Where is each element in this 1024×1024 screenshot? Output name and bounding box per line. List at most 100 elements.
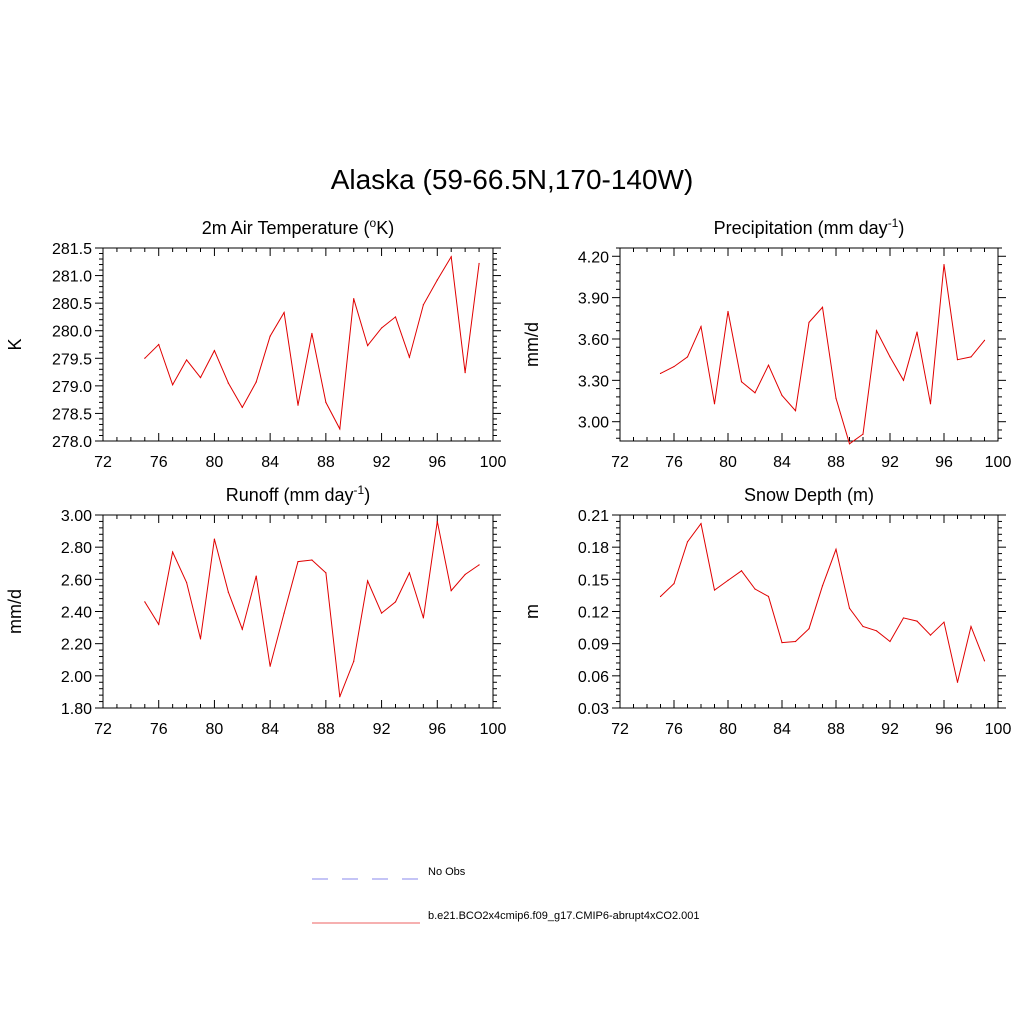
- panel-title-superscript: o: [370, 216, 377, 230]
- y-tick-label: 2.80: [61, 540, 92, 557]
- x-tick-label: 72: [94, 454, 112, 471]
- x-tick-label: 76: [150, 721, 168, 738]
- data-point: [199, 376, 202, 379]
- y-tick-label: 279.0: [52, 379, 92, 396]
- data-point: [353, 298, 355, 300]
- data-point: [185, 359, 188, 361]
- data-point: [199, 638, 202, 640]
- plot-frame: [619, 514, 999, 709]
- x-tick-label: 92: [373, 721, 391, 738]
- panel-title: Precipitation (mm day-1): [714, 216, 905, 238]
- y-axis-label: m: [522, 604, 542, 619]
- y-tick-label: 3.00: [578, 415, 609, 432]
- data-point: [394, 601, 397, 603]
- x-tick-label: 84: [773, 454, 791, 471]
- data-point: [367, 580, 369, 582]
- data-point: [916, 620, 918, 622]
- data-point: [213, 349, 216, 352]
- x-tick-label: 84: [261, 721, 279, 738]
- data-point: [862, 433, 864, 435]
- data-point: [213, 538, 216, 540]
- data-point: [673, 583, 675, 585]
- y-tick-label: 0.06: [578, 669, 609, 686]
- data-point: [339, 696, 341, 698]
- data-point: [172, 551, 174, 553]
- panel-title: Snow Depth (m): [744, 485, 874, 505]
- data-point: [241, 628, 243, 630]
- x-tick-label: 76: [150, 454, 168, 471]
- y-tick-label: 0.15: [578, 572, 609, 589]
- x-tick-label: 72: [611, 454, 629, 471]
- panel-title: Runoff (mm day-1): [226, 483, 370, 505]
- legend-label: No Obs: [428, 866, 466, 878]
- plot-frame: [619, 247, 999, 442]
- data-point: [297, 404, 299, 406]
- data-point: [297, 561, 299, 563]
- data-point: [269, 665, 271, 667]
- data-point: [821, 585, 824, 587]
- data-point: [713, 589, 716, 591]
- data-point: [740, 570, 743, 572]
- x-tick-label: 96: [428, 454, 446, 471]
- data-point: [422, 304, 424, 306]
- panel-title-superscript: -1: [888, 216, 899, 230]
- x-tick-label: 80: [719, 721, 737, 738]
- x-tick-label: 100: [480, 454, 507, 471]
- y-tick-label: 3.60: [578, 332, 609, 349]
- x-tick-label: 84: [773, 721, 791, 738]
- data-point: [408, 356, 411, 358]
- data-point: [158, 343, 160, 346]
- x-tick-label: 92: [373, 454, 391, 471]
- data-point: [659, 595, 662, 598]
- data-point: [422, 617, 424, 619]
- y-tick-label: 3.30: [578, 373, 609, 390]
- data-point: [983, 339, 986, 341]
- data-point: [794, 410, 797, 412]
- data-point: [339, 428, 341, 430]
- data-point: [929, 403, 932, 405]
- y-tick-label: 0.03: [578, 701, 609, 718]
- data-point: [848, 443, 851, 445]
- x-tick-label: 96: [935, 721, 953, 738]
- data-point: [659, 372, 662, 375]
- data-point: [311, 559, 313, 561]
- y-tick-label: 3.00: [61, 508, 92, 525]
- legend-item-no-obs: No Obs: [312, 866, 465, 885]
- data-point: [325, 572, 327, 574]
- data-point: [686, 356, 689, 358]
- data-point: [185, 581, 188, 584]
- data-point: [283, 612, 285, 614]
- data-point: [956, 359, 959, 361]
- data-point: [889, 640, 891, 643]
- x-tick-label: 88: [827, 454, 845, 471]
- data-point: [862, 625, 864, 628]
- panel-title-tail: ): [364, 485, 370, 505]
- data-point: [902, 617, 905, 619]
- data-point: [713, 403, 716, 405]
- data-point: [727, 579, 729, 582]
- data-point: [325, 401, 327, 403]
- y-axis-label: mm/d: [5, 589, 25, 634]
- data-point: [700, 325, 702, 328]
- x-tick-label: 96: [935, 454, 953, 471]
- data-point: [794, 640, 797, 643]
- data-point: [450, 589, 452, 592]
- data-point: [929, 634, 932, 636]
- x-tick-label: 100: [985, 454, 1012, 471]
- panel-title-text: Precipitation (mm day: [714, 218, 888, 238]
- y-tick-label: 2.00: [61, 669, 92, 686]
- data-point: [821, 306, 824, 308]
- data-point: [436, 520, 438, 523]
- data-point: [283, 311, 285, 314]
- data-point: [394, 316, 397, 318]
- y-tick-label: 280.0: [52, 324, 92, 341]
- x-tick-label: 84: [261, 454, 279, 471]
- data-point: [172, 384, 174, 386]
- data-point: [727, 310, 729, 313]
- data-point: [450, 256, 452, 258]
- data-point: [781, 641, 783, 644]
- data-point: [380, 612, 383, 614]
- panel-title-superscript: -1: [354, 483, 365, 497]
- panel-temperature: 2m Air Temperature (oK) K 72 76 80 84 88 92 96 10…: [5, 216, 506, 471]
- x-tick-label: 92: [881, 721, 899, 738]
